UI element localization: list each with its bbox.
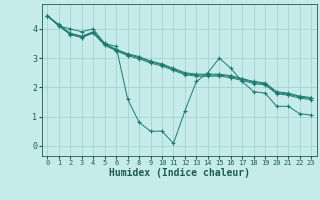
X-axis label: Humidex (Indice chaleur): Humidex (Indice chaleur) — [109, 168, 250, 178]
